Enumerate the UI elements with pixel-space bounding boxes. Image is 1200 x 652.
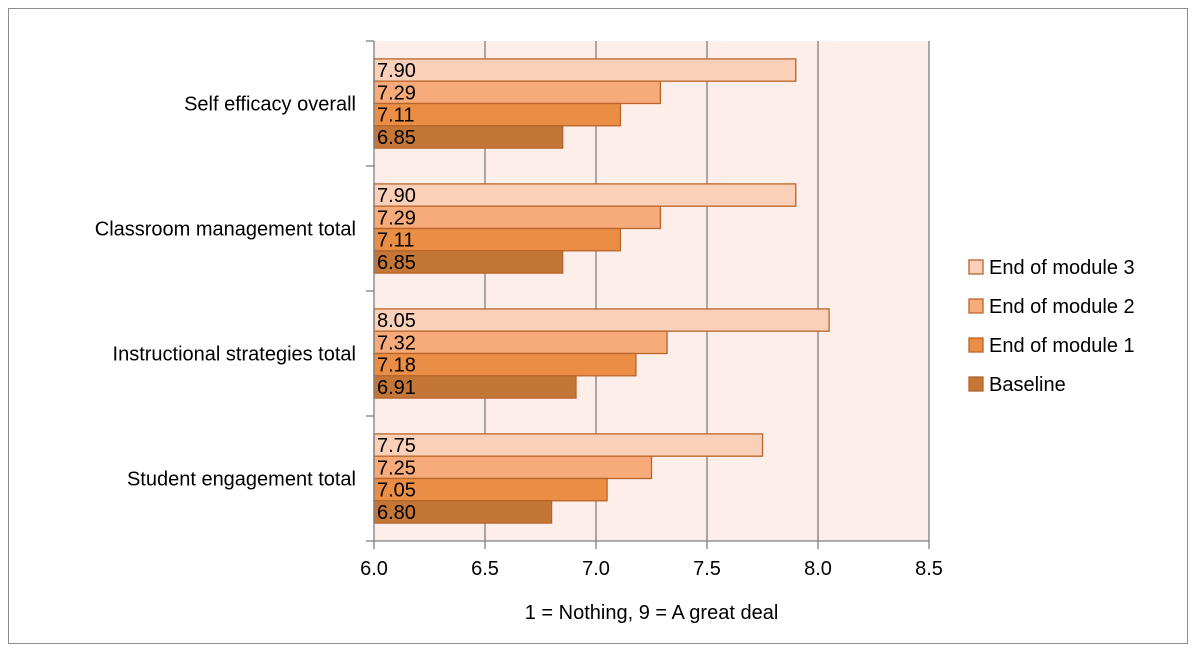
bar-value-label: 7.75 xyxy=(377,435,416,457)
bar-value-label: 7.29 xyxy=(377,207,416,229)
bar-value-label: 6.91 xyxy=(377,377,416,399)
bar-value-label: 7.25 xyxy=(377,457,416,479)
category-labels: Self efficacy overall Classroom managemen… xyxy=(95,94,356,491)
x-tick-label: 8.0 xyxy=(804,558,832,580)
legend-swatch xyxy=(968,298,984,314)
x-axis-title: 1 = Nothing, 9 = A great deal xyxy=(525,602,779,624)
legend: End of module 3 End of module 2 End of mod… xyxy=(968,257,1135,396)
legend-label: End of module 1 xyxy=(989,335,1135,357)
x-tick-label: 6.0 xyxy=(360,558,388,580)
bar xyxy=(373,433,764,457)
bar-value-label: 7.18 xyxy=(377,355,416,377)
x-tick-label: 6.5 xyxy=(471,558,499,580)
bar-value-label: 7.90 xyxy=(377,185,416,207)
bar-value-label: 8.05 xyxy=(377,310,416,332)
legend-swatch xyxy=(968,259,984,275)
bar xyxy=(373,58,797,82)
chart-frame: 7.90 7.29 7.11 6.85 7.90 7.29 7.11 6.85 8.05 7.32… xyxy=(8,8,1188,644)
bar-value-label: 7.90 xyxy=(377,60,416,82)
legend-label: End of module 3 xyxy=(989,257,1135,279)
x-tick-label: 8.5 xyxy=(915,558,943,580)
x-tick-label: 7.0 xyxy=(582,558,610,580)
axes: 6.0 6.5 7.0 7.5 8.0 8.5 xyxy=(360,40,943,580)
bar-value-label: 7.11 xyxy=(377,230,414,252)
bar xyxy=(373,205,662,230)
bar-value-label: 7.05 xyxy=(377,480,416,502)
bar-value-label: 6.85 xyxy=(377,127,416,149)
bar-value-label: 6.85 xyxy=(377,252,416,274)
bar xyxy=(373,183,797,207)
legend-label: End of module 2 xyxy=(989,296,1135,318)
bar-value-label: 7.29 xyxy=(377,82,416,104)
bar xyxy=(373,330,668,355)
bars: 7.907.297.116.857.907.297.116.858.057.32… xyxy=(373,58,830,524)
category-label: Student engagement total xyxy=(127,469,356,491)
bar-value-label: 7.32 xyxy=(377,332,416,354)
bar-chart: 7.907.297.116.857.907.297.116.858.057.32… xyxy=(95,40,1135,624)
category-label: Self efficacy overall xyxy=(184,94,356,116)
legend-label: Baseline xyxy=(989,374,1066,396)
bar-value-label: 7.11 xyxy=(377,105,414,127)
legend-swatch xyxy=(968,337,984,353)
bar xyxy=(373,80,662,105)
bar-value-label: 6.80 xyxy=(377,502,416,524)
category-label: Classroom management total xyxy=(95,219,356,241)
x-tick-label: 7.5 xyxy=(693,558,721,580)
category-label: Instructional strategies total xyxy=(113,344,356,366)
bar xyxy=(373,308,830,332)
legend-swatch xyxy=(968,376,984,392)
